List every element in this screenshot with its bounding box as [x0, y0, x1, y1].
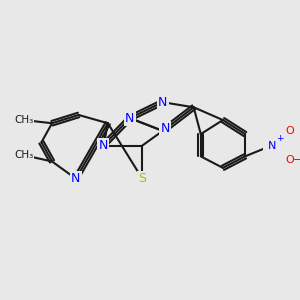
Text: N: N: [71, 172, 81, 185]
Text: +: +: [276, 134, 284, 142]
Text: N: N: [267, 140, 276, 151]
Text: −: −: [293, 154, 300, 165]
Text: N: N: [158, 96, 167, 109]
Text: N: N: [161, 122, 170, 136]
Text: N: N: [99, 139, 108, 152]
Text: O: O: [285, 126, 294, 136]
Text: CH₃: CH₃: [14, 150, 33, 160]
Text: S: S: [138, 172, 146, 185]
Text: CH₃: CH₃: [14, 115, 33, 125]
Text: N: N: [125, 112, 135, 124]
Text: O: O: [285, 154, 294, 165]
